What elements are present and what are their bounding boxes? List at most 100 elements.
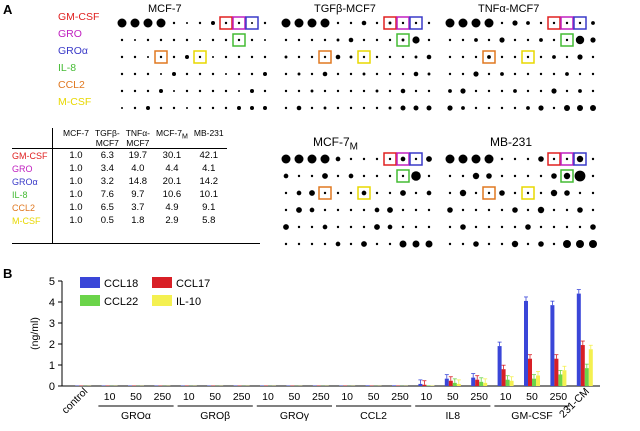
fold-value: 1.8 bbox=[131, 215, 145, 226]
array-spot bbox=[322, 224, 328, 230]
array-blot bbox=[445, 152, 597, 248]
highlight-box bbox=[521, 186, 535, 200]
array-spot bbox=[574, 170, 586, 182]
array-spot bbox=[362, 72, 366, 76]
array-spot bbox=[362, 55, 366, 59]
bar bbox=[418, 383, 423, 386]
array-spot bbox=[565, 55, 569, 59]
array-spot bbox=[336, 106, 340, 110]
array-spot bbox=[539, 38, 543, 42]
array-spot bbox=[388, 157, 392, 161]
fold-value: 2.9 bbox=[165, 215, 179, 226]
array-spot bbox=[461, 208, 465, 212]
array-spot bbox=[198, 89, 202, 93]
fold-value: 6.5 bbox=[100, 202, 114, 213]
array-spot bbox=[500, 208, 504, 212]
array-spot bbox=[400, 88, 406, 94]
array-spot bbox=[159, 38, 163, 42]
highlight-box bbox=[409, 152, 423, 166]
fold-value: 4.0 bbox=[131, 163, 145, 174]
array-spot bbox=[474, 38, 478, 42]
array-spot bbox=[474, 191, 478, 195]
row-label: GROα bbox=[12, 176, 38, 187]
array-spot bbox=[375, 191, 379, 195]
array-spot bbox=[471, 18, 481, 28]
array-spot bbox=[388, 174, 392, 178]
bar bbox=[422, 384, 427, 386]
array-spot bbox=[284, 72, 288, 76]
array-spot bbox=[349, 208, 353, 212]
array-spot bbox=[552, 21, 556, 25]
array-spot bbox=[413, 105, 419, 111]
array-spot bbox=[211, 106, 215, 110]
array-spot bbox=[500, 21, 504, 25]
array-spot bbox=[414, 55, 418, 59]
array-spot bbox=[310, 242, 314, 246]
array-spot bbox=[375, 21, 379, 25]
array-spot bbox=[120, 55, 124, 59]
array-spot bbox=[426, 54, 432, 60]
array-spot bbox=[237, 21, 241, 25]
array-spot bbox=[550, 189, 558, 197]
highlight-box bbox=[245, 16, 259, 30]
array-spot bbox=[186, 107, 188, 109]
concentration-label: 250 bbox=[312, 391, 330, 403]
bar bbox=[475, 379, 480, 386]
array-spot bbox=[484, 154, 494, 164]
array-spot bbox=[211, 21, 215, 25]
highlight-box bbox=[193, 50, 207, 64]
array-spot bbox=[263, 55, 267, 59]
concentration-label: 50 bbox=[209, 391, 221, 403]
array-spot bbox=[388, 72, 392, 76]
array-spot bbox=[309, 190, 315, 196]
array-spot bbox=[250, 72, 254, 76]
array-spot bbox=[297, 174, 301, 178]
highlight-box bbox=[219, 16, 233, 30]
cytokine-label: CCL2 bbox=[58, 79, 85, 91]
array-spot bbox=[361, 20, 367, 26]
array-spot bbox=[310, 174, 314, 178]
table-header: MB-231 bbox=[193, 128, 224, 138]
array-spot bbox=[133, 72, 137, 76]
fold-value: 10.6 bbox=[162, 189, 182, 200]
array-spot bbox=[511, 240, 519, 248]
array-spot bbox=[526, 174, 530, 178]
array-spot bbox=[310, 55, 314, 59]
array-spot bbox=[349, 242, 353, 246]
table-divider bbox=[52, 128, 53, 243]
array-spot bbox=[323, 89, 327, 93]
array-spot bbox=[426, 105, 432, 111]
array-spot bbox=[388, 242, 392, 246]
array-spot bbox=[212, 56, 214, 58]
array-spot bbox=[173, 90, 175, 92]
array-spot bbox=[297, 38, 301, 42]
array-spot bbox=[526, 157, 530, 161]
array-spot bbox=[499, 37, 505, 43]
array-spot bbox=[211, 89, 215, 93]
array-spot bbox=[500, 89, 504, 93]
fold-value: 1.0 bbox=[69, 150, 83, 161]
concentration-label: 50 bbox=[526, 391, 538, 403]
y-tick-label: 5 bbox=[49, 276, 55, 288]
array-spot bbox=[474, 208, 478, 212]
panel-a-label: A bbox=[3, 2, 13, 17]
highlight-box bbox=[573, 16, 587, 30]
legend-swatch bbox=[80, 277, 100, 288]
array-spot bbox=[388, 89, 392, 93]
fold-value: 1.0 bbox=[69, 176, 83, 187]
array-blot bbox=[117, 16, 267, 110]
array-spot bbox=[224, 55, 228, 59]
array-spot bbox=[401, 208, 405, 212]
bar bbox=[392, 385, 396, 386]
bar bbox=[580, 345, 585, 386]
fold-value: 0.5 bbox=[100, 215, 114, 226]
array-spot bbox=[388, 21, 392, 25]
y-tick-label: 1 bbox=[49, 360, 55, 372]
array-spot bbox=[322, 173, 328, 179]
array-spot bbox=[512, 20, 518, 26]
array-spot bbox=[224, 21, 228, 25]
array-spot bbox=[589, 240, 597, 248]
array-spot bbox=[427, 225, 431, 229]
array-spot bbox=[211, 72, 215, 76]
array-spot bbox=[401, 225, 405, 229]
